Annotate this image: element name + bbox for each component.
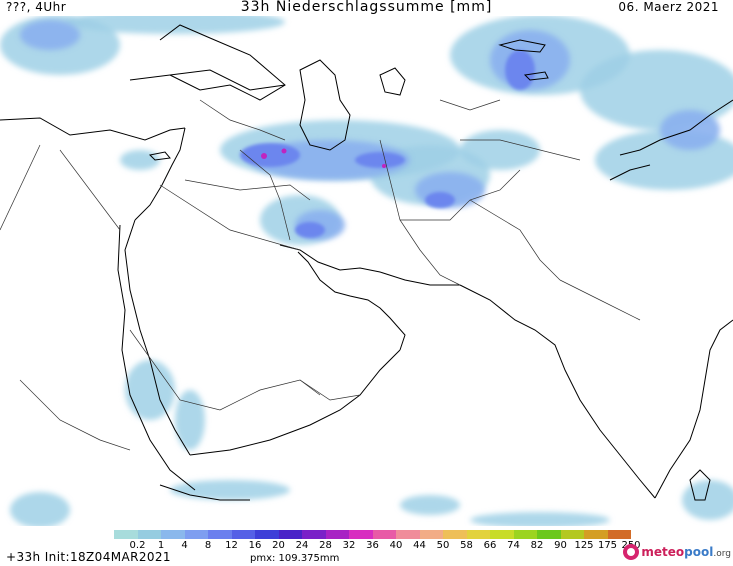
brand-part-org: .org — [713, 548, 731, 559]
legend-swatch — [443, 530, 467, 539]
coastlines — [0, 24, 733, 501]
map-title: 33h Niederschlagssumme [mm] — [240, 0, 493, 15]
legend-swatch — [419, 530, 443, 539]
legend-tick-label: 66 — [483, 540, 497, 551]
legend-swatch — [302, 530, 326, 539]
legend-tick-label: 125 — [574, 540, 594, 551]
legend-swatch — [161, 530, 185, 539]
brand-part-meteo: meteo — [641, 545, 685, 559]
legend-swatch — [584, 530, 608, 539]
init-time-label: +33h Init:18Z04MAR2021 — [6, 550, 171, 564]
legend-colorbar — [114, 530, 631, 539]
legend-swatch — [396, 530, 420, 539]
legend-tick-label: 32 — [342, 540, 356, 551]
legend-swatch — [137, 530, 161, 539]
legend-swatch — [372, 530, 396, 539]
legend-tick-label: 90 — [554, 540, 567, 551]
legend-tick-label: 58 — [460, 540, 473, 551]
legend-swatch — [607, 530, 631, 539]
legend-swatch — [184, 530, 208, 539]
legend-swatch — [114, 530, 138, 539]
legend-swatch — [231, 530, 255, 539]
precipitation-field — [0, 16, 733, 526]
legend-swatch — [278, 530, 302, 539]
brand-part-pool: pool — [684, 545, 714, 559]
legend-swatch — [560, 530, 584, 539]
legend-tick-label: 20 — [272, 540, 285, 551]
meteopool-logo: meteo pool .org — [623, 544, 731, 560]
legend-tick-label: 12 — [225, 540, 238, 551]
legend-swatch — [490, 530, 514, 539]
legend-swatch — [349, 530, 373, 539]
legend-tick-label: 50 — [436, 540, 450, 551]
valid-date-label: 06. Maerz 2021 — [618, 0, 719, 14]
precip-light — [0, 16, 733, 526]
legend-tick-label: 8 — [204, 540, 212, 551]
legend-tick-label: 40 — [389, 540, 403, 551]
country-borders — [0, 99, 641, 451]
valid-time-label: ???, 4Uhr — [6, 0, 67, 14]
precip-peak — [261, 148, 386, 168]
legend-swatch — [466, 530, 490, 539]
legend-tick-label: 24 — [295, 540, 309, 551]
legend-tick-label: 4 — [181, 540, 188, 551]
legend-tick-label: 82 — [530, 540, 544, 551]
legend-swatch — [255, 530, 279, 539]
legend-tick-label: 1 — [157, 540, 165, 551]
legend-tick-label: 28 — [319, 540, 332, 551]
meteopool-logo-icon — [623, 544, 640, 560]
legend-tick-label: 74 — [507, 540, 520, 551]
legend-swatch — [208, 530, 232, 539]
legend-swatch — [325, 530, 349, 539]
legend-tick-label: 175 — [597, 540, 618, 551]
legend-labels: 0.2 1 4 8 12 16 20 24 28 32 36 40 44 50 58 66 74 82 90 125 1… — [114, 540, 641, 552]
legend-swatch — [537, 530, 561, 539]
legend-tick-label: 44 — [413, 540, 426, 551]
legend-tick-label: 16 — [248, 540, 262, 551]
legend-tick-label: 0.2 — [129, 540, 146, 551]
legend-tick-label: 36 — [366, 540, 379, 551]
precipitation-map — [0, 16, 733, 526]
legend-swatch — [513, 530, 537, 539]
max-precip-label: pmx: 109.375mm — [250, 553, 340, 564]
